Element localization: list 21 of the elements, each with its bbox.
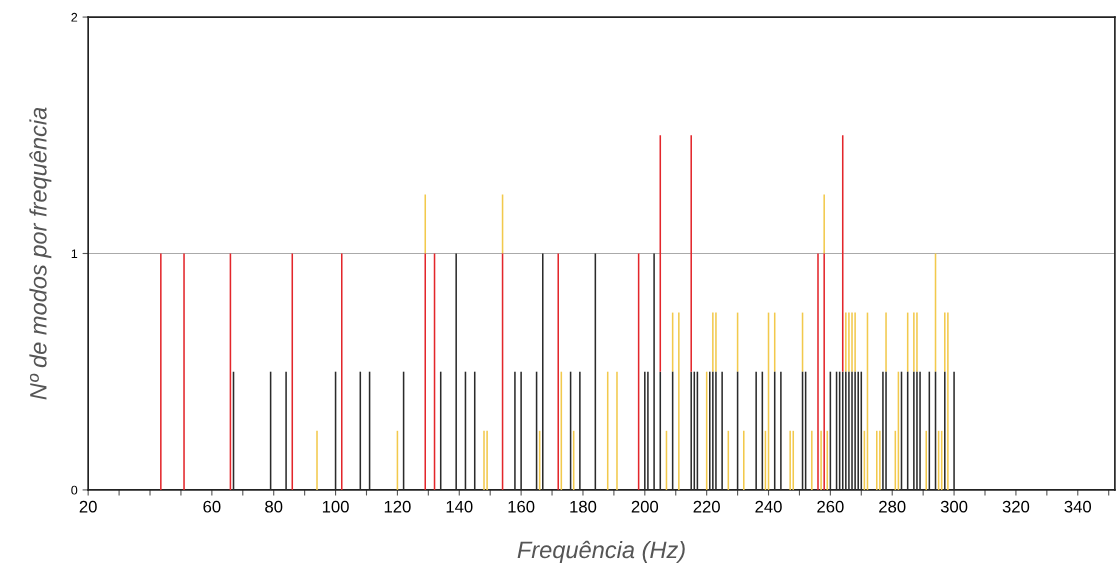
x-tick-label: 320: [1002, 500, 1030, 513]
x-tick-label: 220: [693, 500, 720, 513]
x-tick-label: 280: [879, 500, 906, 513]
x-tick-label: 300: [940, 500, 968, 513]
y-tick-label: 2: [71, 12, 78, 22]
x-tick-label: 160: [508, 500, 535, 513]
x-tick-label: 180: [570, 500, 597, 513]
x-tick-label: 140: [446, 500, 473, 513]
x-tick-label: 20: [79, 500, 97, 513]
x-tick-label: 60: [203, 500, 221, 513]
y-tick-label: 1: [71, 249, 78, 259]
y-axis-title: Nº de modos por frequência: [29, 107, 52, 400]
x-tick-label: 260: [817, 500, 844, 513]
x-tick-label: 80: [265, 500, 283, 513]
x-tick-label: 200: [631, 500, 659, 513]
x-tick-label: 100: [322, 500, 349, 513]
x-tick-label: 120: [384, 500, 411, 513]
x-tick-label: 340: [1064, 500, 1092, 513]
x-tick-label: 240: [755, 500, 782, 513]
y-tick-label: 0: [71, 485, 78, 495]
x-axis-title: Frequência (Hz): [517, 540, 685, 563]
